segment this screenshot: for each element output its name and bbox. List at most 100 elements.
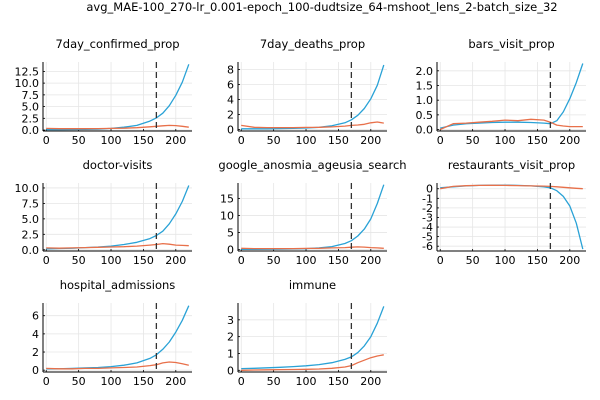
y-tick-label: 1.5: [416, 79, 434, 92]
y-tick-label: 6: [32, 310, 39, 323]
x-tick-label: 50: [72, 134, 86, 147]
series-line-2: [46, 242, 189, 249]
y-tick-label: 2.5: [22, 228, 40, 241]
y-tick-label: -6: [422, 240, 433, 253]
x-tick-label: 0: [238, 254, 245, 267]
series-line-1: [241, 64, 385, 130]
y-tick-label: 2.0: [416, 65, 434, 78]
y-tick-label: 8: [227, 64, 234, 77]
y-tick-label: 0: [32, 364, 39, 377]
y-tick-label: 0: [227, 124, 234, 137]
y-tick-label: 0.0: [22, 244, 40, 257]
panel-title: immune: [289, 278, 336, 292]
y-tick-label: -2: [422, 202, 433, 215]
series-line-1: [46, 305, 190, 370]
x-tick-label: 50: [267, 375, 281, 388]
x-tick-label: 200: [559, 254, 580, 267]
figure-title: avg_MAE-100_270-lr_0.001-epoch_100-dudts…: [86, 0, 557, 14]
x-tick-label: 50: [72, 375, 86, 388]
x-tick-label: 0: [437, 254, 444, 267]
x-tick-label: 200: [165, 254, 186, 267]
x-tick-label: 0: [43, 254, 50, 267]
y-tick-label: 5: [227, 227, 234, 240]
x-tick-label: 200: [559, 134, 580, 147]
x-tick-label: 100: [101, 254, 122, 267]
y-tick-label: -1: [422, 192, 433, 205]
x-tick-label: 150: [133, 375, 154, 388]
chart-panel: 0 50 100 150 200 0.0 0.5 1.0 1.52.0 bars_visit_pr…: [416, 37, 586, 147]
series-line-2: [241, 354, 384, 371]
y-tick-label: 3: [227, 314, 234, 327]
series-line-1: [241, 184, 385, 250]
x-tick-label: 100: [101, 134, 122, 147]
y-tick-label: 7.5: [22, 197, 40, 210]
y-tick-label: 10.0: [15, 77, 40, 90]
series-line-1: [46, 185, 190, 250]
series-line-2: [440, 184, 583, 190]
y-tick-label: 5.0: [22, 213, 40, 226]
x-tick-label: 150: [527, 254, 548, 267]
x-tick-label: 50: [72, 254, 86, 267]
x-tick-label: 0: [437, 134, 444, 147]
x-tick-label: 0: [43, 375, 50, 388]
chart-panel: 0 50 100 150 200 0 2 4 6 hospital_admissions: [32, 278, 192, 388]
x-tick-label: 150: [133, 254, 154, 267]
y-tick-label: 4: [32, 328, 39, 341]
x-tick-label: 0: [238, 375, 245, 388]
chart-panel: 0 50 100 150 200 0 1 2 3 immune: [227, 278, 387, 388]
series-line-1: [440, 63, 584, 129]
y-tick-label: 0: [426, 183, 433, 196]
x-tick-label: 50: [267, 254, 281, 267]
x-tick-label: 200: [165, 134, 186, 147]
y-tick-label: 15: [220, 192, 234, 205]
x-tick-label: 100: [296, 375, 317, 388]
x-tick-label: 0: [238, 134, 245, 147]
series-line-1: [241, 306, 385, 370]
y-tick-label: 0: [227, 244, 234, 257]
x-tick-label: 50: [466, 134, 480, 147]
y-tick-label: 2: [227, 109, 234, 122]
panel-title: 7day_deaths_prop: [260, 37, 365, 51]
x-tick-label: 50: [267, 134, 281, 147]
y-tick-label: 1.0: [416, 94, 434, 107]
chart-panel: 0 50 100 150 200 0.0 2.5 5.0 7.5 10.0 doctor-visit…: [15, 158, 192, 267]
y-tick-label: 12.5: [15, 65, 40, 78]
x-tick-label: 150: [328, 254, 349, 267]
x-tick-label: 200: [165, 375, 186, 388]
x-tick-label: 100: [296, 254, 317, 267]
series-line-2: [241, 121, 384, 129]
series-line-2: [241, 246, 384, 250]
panel-title: 7day_confirmed_prop: [55, 37, 179, 51]
series-line-2: [439, 118, 583, 131]
x-tick-label: 0: [43, 134, 50, 147]
y-tick-label: 0.0: [22, 124, 40, 137]
x-tick-label: 50: [466, 254, 480, 267]
panel-title: hospital_admissions: [60, 278, 176, 292]
x-tick-label: 150: [328, 375, 349, 388]
chart-panel: 0 50 100 150 200 0 5 10 15 google_anosmia_ageusia…: [218, 158, 406, 267]
y-tick-label: 6: [227, 79, 234, 92]
y-tick-label: -3: [422, 211, 433, 224]
y-tick-label: 10: [220, 209, 234, 222]
y-tick-label: 0: [227, 364, 234, 377]
x-tick-label: 200: [360, 254, 381, 267]
chart-panel: 0 50 100 150 200 0.02.55.07.510.012.5 7day_con…: [15, 37, 192, 147]
series-line-2: [46, 124, 189, 130]
x-tick-label: 150: [133, 134, 154, 147]
x-tick-label: 200: [360, 134, 381, 147]
panel-title: doctor-visits: [83, 158, 153, 172]
chart-panel: 0 50 100 150 2000-1-2-3-4-5-6restaurants_vis…: [422, 158, 586, 267]
series-line-1: [46, 64, 190, 131]
x-tick-label: 200: [360, 375, 381, 388]
y-tick-label: 10.0: [15, 182, 40, 195]
panel-title: bars_visit_prop: [468, 37, 554, 51]
y-tick-label: -5: [422, 231, 433, 244]
series-line-2: [46, 361, 189, 370]
x-tick-label: 150: [328, 134, 349, 147]
panel-title: google_anosmia_ageusia_search: [218, 158, 406, 172]
x-tick-label: 100: [101, 375, 122, 388]
panel-title: restaurants_visit_prop: [448, 158, 575, 172]
y-tick-label: 2.5: [22, 112, 40, 125]
